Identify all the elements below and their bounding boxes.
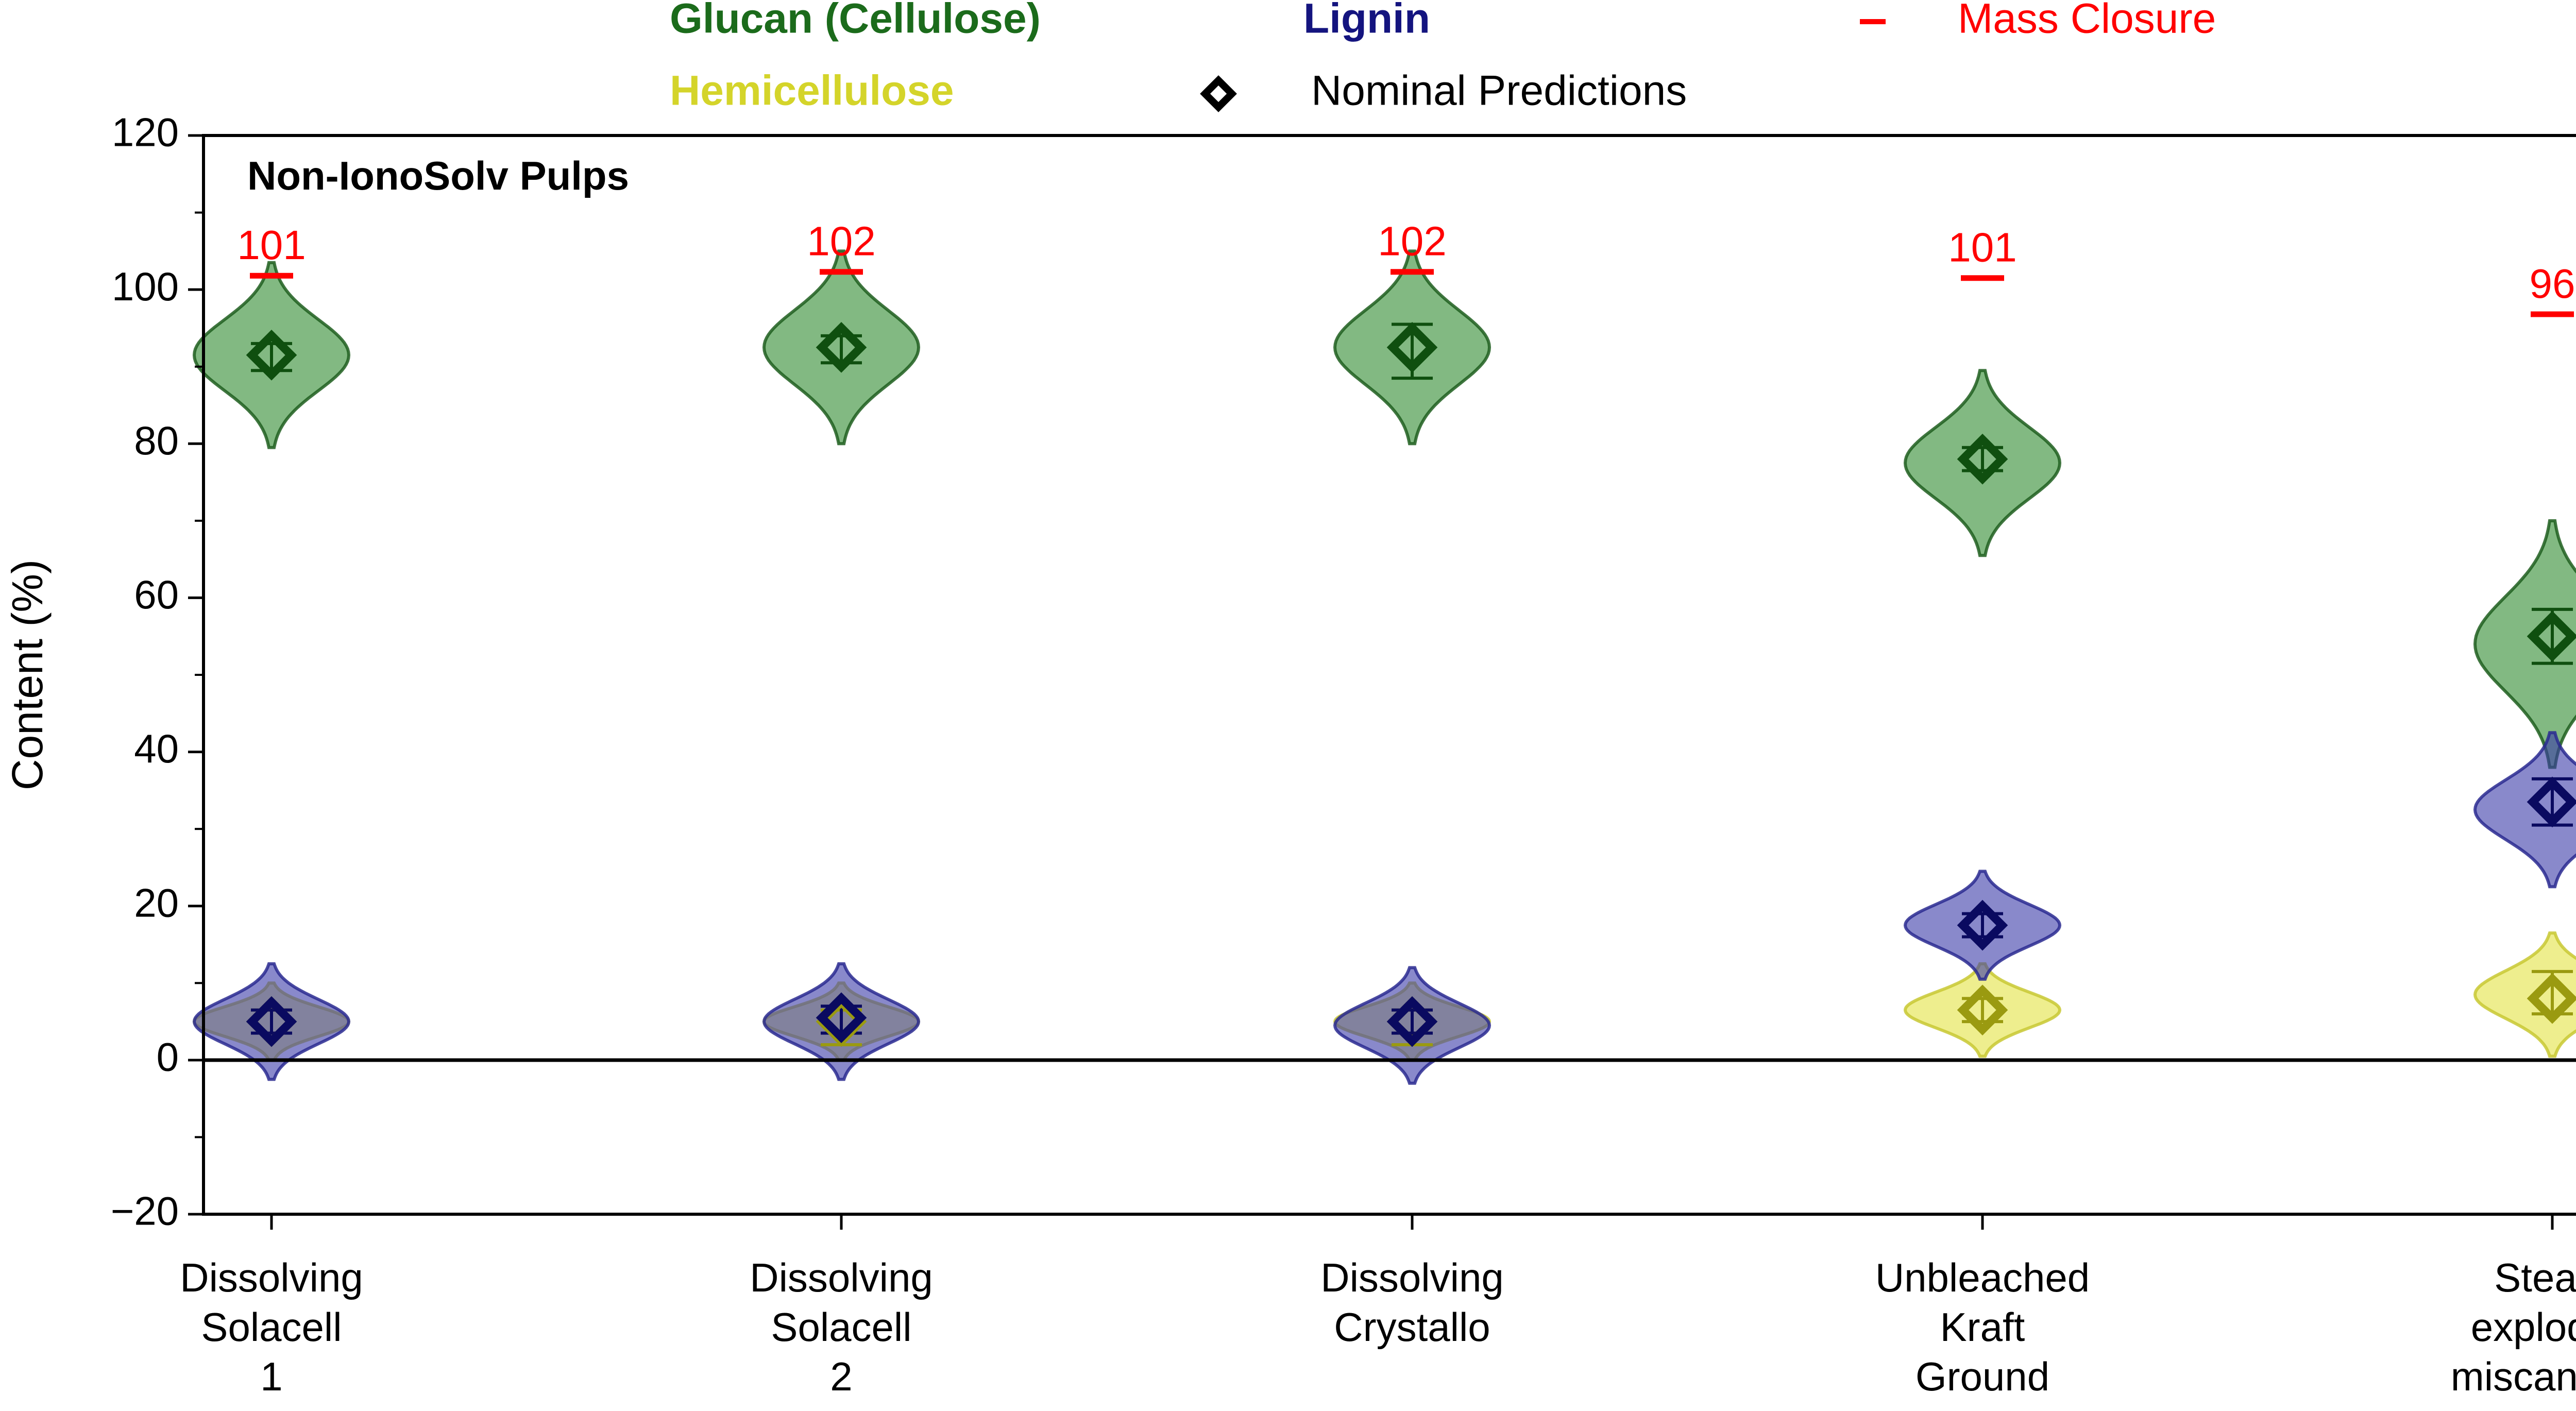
legend-diamond-icon — [1200, 75, 1237, 112]
nominal-markers — [246, 322, 2576, 1047]
nominal-marker-hemicellulose — [1957, 984, 2008, 1035]
y-tick-label: 40 — [134, 726, 179, 771]
legend-label: Hemicellulose — [670, 67, 954, 114]
legend-label: Glucan (Cellulose) — [670, 0, 1041, 42]
nominal-marker-hemicellulose — [2527, 973, 2576, 1024]
violins — [192, 249, 2576, 1085]
nominal-marker-lignin — [1386, 996, 1438, 1047]
x-tick-label-line: Ground — [1916, 1354, 2049, 1399]
x-tick-label-line: Kraft — [1940, 1304, 2025, 1350]
legend-label: Mass Closure — [1958, 0, 2216, 42]
legend-item-mass-closure: Mass Closure — [1860, 0, 2216, 42]
x-tick-label: Dissolving Solacell 1 — [180, 1255, 363, 1399]
y-axis-label: Content (%) — [3, 559, 52, 790]
y-tick-label: 0 — [157, 1034, 179, 1079]
violin-glucan-cellulose — [2473, 519, 2576, 769]
legend-item-hemicellulose: Hemicellulose — [670, 67, 954, 114]
x-tick-label-line: Unbleached — [1875, 1255, 2090, 1300]
panel-label: Non-IonoSolv Pulps — [247, 153, 629, 198]
x-tick-label-line: 2 — [830, 1354, 852, 1399]
nominal-marker-glucan-cellulose — [1386, 322, 1438, 373]
x-tick-label-line: Dissolving — [1320, 1255, 1503, 1300]
x-tick-label: Dissolving Crystallo — [1320, 1255, 1503, 1350]
mass-closure-label: 101 — [237, 222, 306, 268]
legend-item-glucan-cellulose: Glucan (Cellulose) — [670, 0, 1041, 42]
nominal-marker-glucan-cellulose — [816, 322, 867, 373]
legend: Glucan (Cellulose) Lignin Mass Closure Hemi… — [670, 0, 2216, 114]
axes: Non-IonoSolv Pulps Content (%) −20 0 20 40 6… — [3, 110, 2576, 1399]
x-tick-label-line: Dissolving — [180, 1255, 363, 1300]
y-tick-label: 100 — [112, 264, 179, 309]
y-tick-label: 60 — [134, 572, 179, 617]
nominal-marker-lignin — [246, 996, 297, 1047]
nominal-marker-lignin — [816, 992, 867, 1043]
x-tick-label-line: Dissolving — [750, 1255, 933, 1300]
x-tick-label-line: 1 — [260, 1354, 282, 1399]
x-tick-label-line: exploded — [2471, 1304, 2576, 1350]
violin-hemicellulose — [2473, 931, 2576, 1058]
nominal-marker-glucan-cellulose — [246, 329, 297, 381]
x-tick-label-line: Solacell — [771, 1304, 911, 1350]
legend-item-nominal-predictions: Nominal Predictions — [1200, 67, 1687, 114]
x-tick-label-line: Solacell — [201, 1304, 342, 1350]
nominal-marker-lignin — [1957, 899, 2008, 951]
mass-closure-label: 102 — [807, 218, 875, 264]
y-tick-label: −20 — [111, 1188, 179, 1234]
mass-closure-label: 96 — [2530, 261, 2575, 307]
y-tick-label: 20 — [134, 880, 179, 925]
x-tick-label-line: Crystallo — [1334, 1304, 1490, 1350]
mass-closure-label: 102 — [1378, 218, 1446, 264]
x-tick-label: Steamexplodedmiscanthus — [2451, 1255, 2576, 1399]
legend-label: Nominal Predictions — [1311, 67, 1687, 114]
violin-lignin — [2473, 731, 2576, 889]
y-tick-label: 120 — [112, 110, 179, 155]
legend-item-lignin: Lignin — [1303, 0, 1430, 42]
mass-closure-group: 101 102 102 101 96 — [237, 218, 2575, 317]
nominal-marker-glucan-cellulose — [1957, 433, 2008, 485]
y-tick-label: 80 — [134, 418, 179, 463]
mass-closure-label: 101 — [1948, 225, 2016, 270]
legend-label: Lignin — [1303, 0, 1430, 42]
x-tick-label-line: miscanthus — [2451, 1354, 2576, 1399]
nominal-marker-glucan-cellulose — [2527, 610, 2576, 662]
x-tick-label-line: Steam — [2494, 1255, 2576, 1300]
x-tick-label: Unbleached Kraft Ground — [1875, 1255, 2090, 1399]
nominal-marker-lignin — [2527, 776, 2576, 828]
x-tick-label: Dissolving Solacell 2 — [750, 1255, 933, 1399]
